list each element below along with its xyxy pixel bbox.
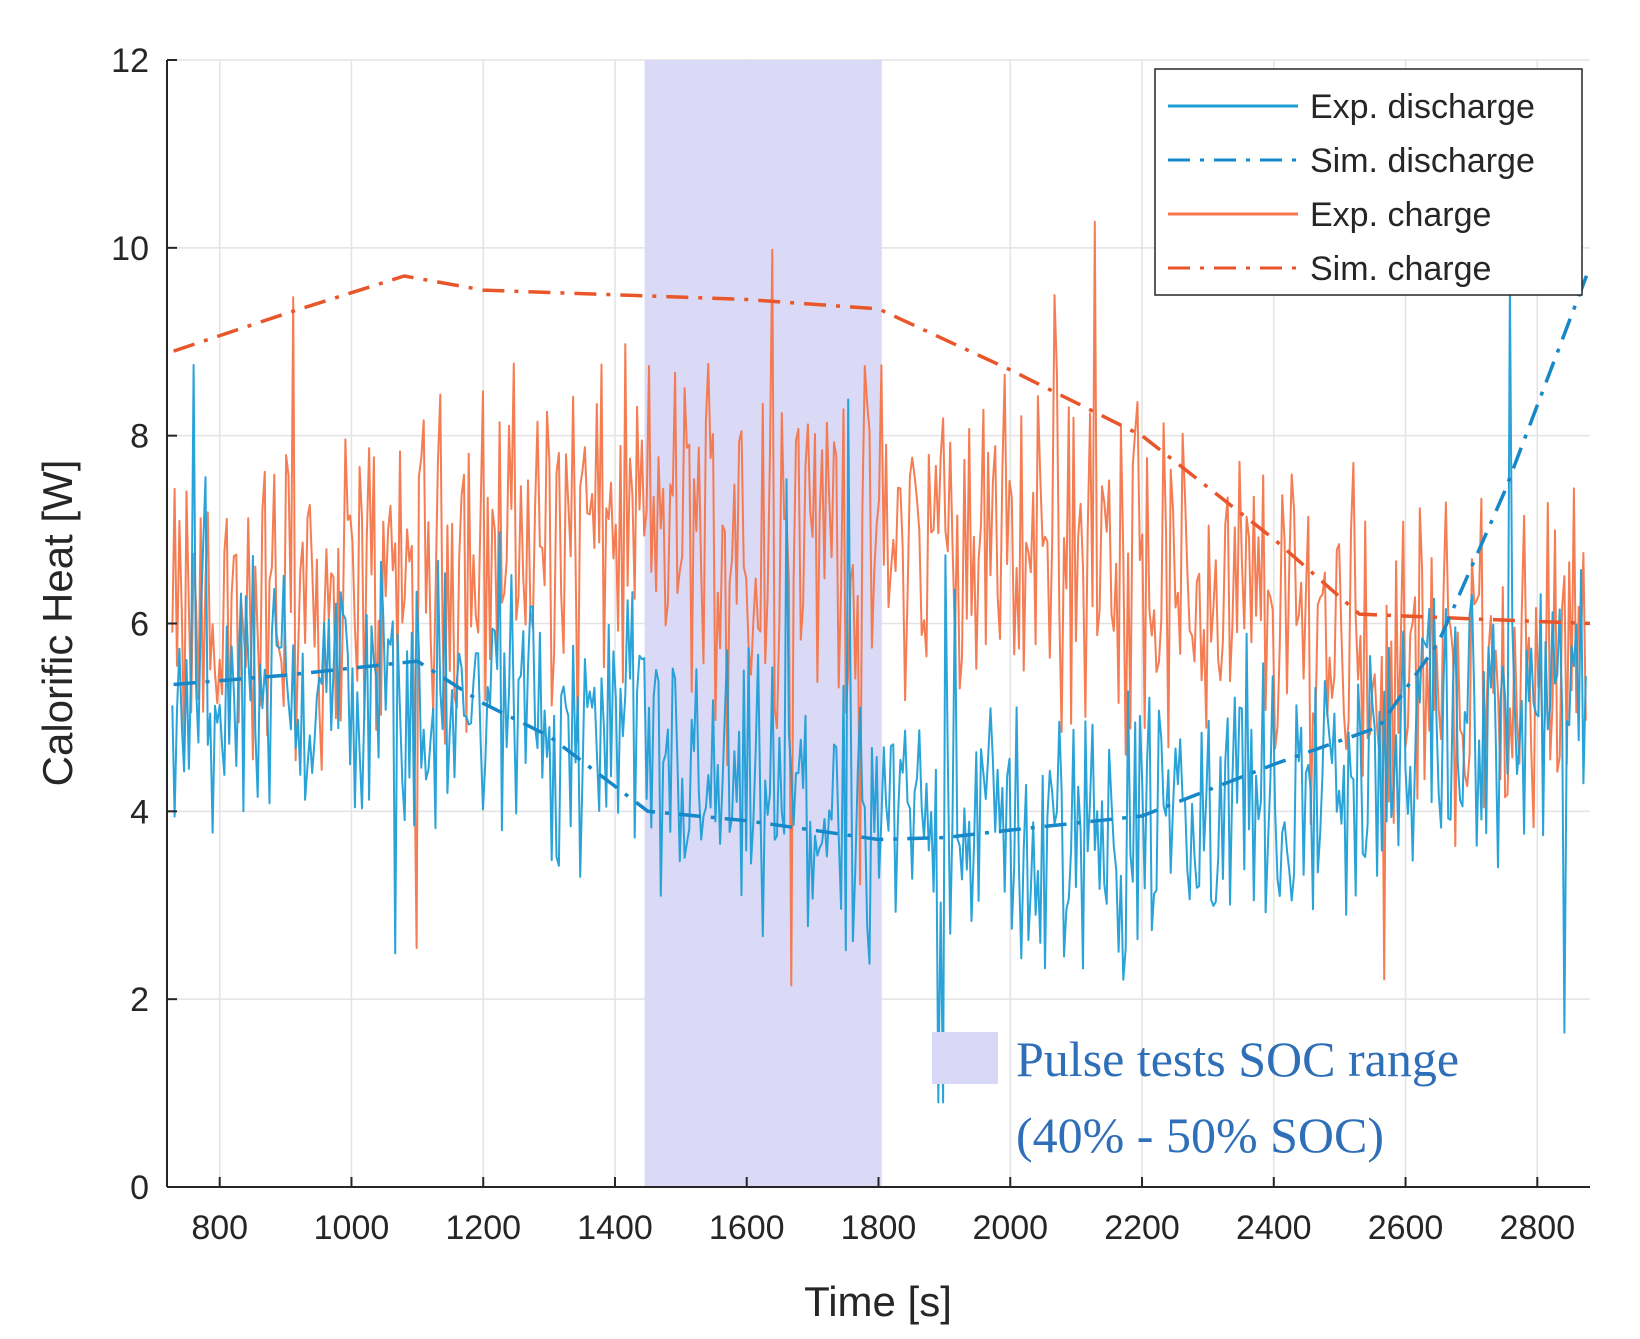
series-line-exp-charge <box>171 220 1587 987</box>
x-tick-label-2200: 2200 <box>1104 1209 1180 1247</box>
y-tick-label-4: 4 <box>130 793 149 831</box>
series-line-exp-discharge <box>171 281 1587 1104</box>
y-axis-label: Calorific Heat [W] <box>34 460 81 787</box>
legend-label-sim-charge: Sim. charge <box>1310 250 1491 288</box>
legend: Exp. discharge Sim. discharge Exp. charg… <box>1154 68 1583 296</box>
x-tick-label-800: 800 <box>191 1209 248 1247</box>
x-axis-label: Time [s] <box>804 1278 952 1325</box>
axes <box>166 59 1590 1188</box>
annotation-swatch <box>932 1032 998 1084</box>
x-tick-label-1400: 1400 <box>577 1209 653 1247</box>
pulse-test-region <box>644 60 882 1187</box>
series-layer <box>171 220 1592 1104</box>
region-annotation: Pulse tests SOC range (40% - 50% SOC) <box>932 1031 1459 1163</box>
y-tick-label-8: 8 <box>130 418 149 456</box>
x-tick-label-1200: 1200 <box>445 1209 521 1247</box>
x-tick-label-2000: 2000 <box>972 1209 1048 1247</box>
tick-labels: 800 1000 1200 1400 1600 1800 2000 2200 2400 2600 2… <box>111 42 1575 1247</box>
x-tick-label-1000: 1000 <box>314 1209 390 1247</box>
y-tick-label-0: 0 <box>130 1169 149 1207</box>
annotation-line-1: Pulse tests SOC range <box>1016 1031 1459 1087</box>
series-line-sim-discharge <box>173 265 1592 842</box>
x-tick-label-1600: 1600 <box>709 1209 785 1247</box>
x-tick-label-2400: 2400 <box>1236 1209 1312 1247</box>
y-tick-label-6: 6 <box>130 606 149 644</box>
series-line-sim-charge <box>173 274 1591 626</box>
x-tick-label-1800: 1800 <box>841 1209 917 1247</box>
x-tick-label-2800: 2800 <box>1499 1209 1575 1247</box>
y-tick-label-2: 2 <box>130 981 149 1019</box>
legend-label-exp-discharge: Exp. discharge <box>1310 88 1535 126</box>
y-tick-label-10: 10 <box>111 230 149 268</box>
x-tick-label-2600: 2600 <box>1368 1209 1444 1247</box>
annotation-line-2: (40% - 50% SOC) <box>1016 1107 1384 1163</box>
legend-label-sim-discharge: Sim. discharge <box>1310 142 1535 180</box>
legend-label-exp-charge: Exp. charge <box>1310 196 1491 234</box>
y-tick-label-12: 12 <box>111 42 149 80</box>
